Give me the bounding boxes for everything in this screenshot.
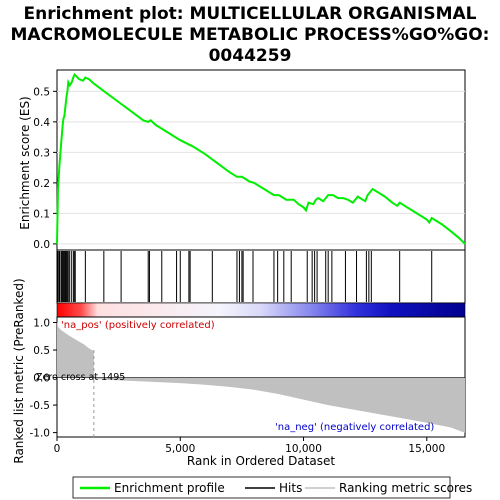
- x-axis-title: Rank in Ordered Dataset: [187, 454, 335, 468]
- ranked-y-tick-label: 0.0: [33, 373, 50, 385]
- es-y-tick-label: 0.4: [33, 117, 50, 129]
- es-panel-frame: [56, 69, 466, 251]
- zero-cross-label: Zero cross at 1495: [36, 372, 125, 383]
- ranked-y-axis-ticks: 1.0 0.5 0.0 -0.5 -1.0: [30, 318, 57, 440]
- chart-title-line-1: Enrichment plot: MULTICELLULAR ORGANISMA…: [24, 4, 477, 24]
- x-tick-label: 5,000: [165, 443, 195, 455]
- es-y-tick-label: 0.5: [33, 86, 50, 98]
- hits-panel-frame: [56, 249, 466, 304]
- es-y-tick-label: 0.0: [33, 239, 50, 251]
- legend-ranking-metric-label: Ranking metric scores: [339, 481, 472, 495]
- es-panel-gridlines: [57, 90, 465, 245]
- legend-hits-label: Hits: [279, 481, 302, 495]
- ranked-y-tick-label: -0.5: [30, 400, 51, 412]
- chart-title-line-2: MACROMOLECULE METABOLIC PROCESS%GO%GO:: [11, 25, 490, 45]
- legend-enrichment-profile-label: Enrichment profile: [114, 481, 225, 495]
- es-y-tick-label: 0.1: [33, 208, 50, 220]
- es-y-axis-title: Enrichment score (ES): [18, 96, 32, 229]
- hits-markers: [57, 251, 433, 302]
- ranked-y-tick-label: 0.5: [33, 345, 50, 357]
- es-y-tick-label: 0.2: [33, 178, 50, 190]
- x-tick-label: 15,000: [408, 443, 445, 455]
- x-tick-label: 0: [54, 443, 61, 455]
- ranked-list-heatmap-bar: [56, 302, 466, 318]
- es-y-axis-ticks: 0.0 0.1 0.2 0.3 0.4 0.5: [33, 86, 57, 251]
- ranked-y-tick-label: 1.0: [33, 318, 50, 330]
- ranked-y-axis-title: Ranked list metric (PreRanked): [12, 278, 26, 463]
- enrichment-profile-line: [56, 72, 466, 245]
- es-y-tick-label: 0.3: [33, 147, 50, 159]
- x-tick-label: 10,000: [285, 443, 322, 455]
- chart-title-line-3: 0044259: [209, 46, 292, 66]
- ranked-y-tick-label: -1.0: [30, 428, 51, 440]
- positive-correlation-label: 'na_pos' (positively correlated): [61, 320, 215, 331]
- x-axis-ticks: 0 5,000 10,000 15,000: [54, 437, 445, 455]
- ranking-metric-area: [57, 321, 465, 433]
- negative-correlation-label: 'na_neg' (negatively correlated): [275, 422, 434, 433]
